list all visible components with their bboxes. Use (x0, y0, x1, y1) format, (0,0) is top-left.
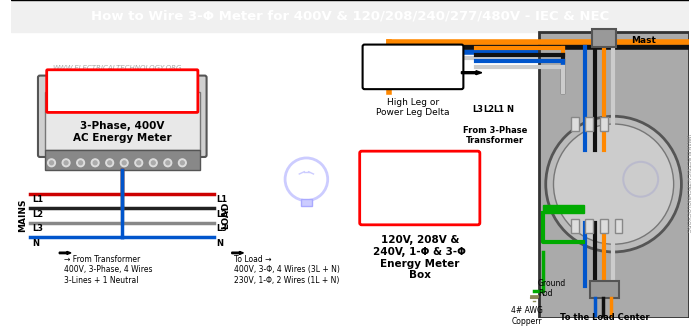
Text: Ground
Rod: Ground Rod (538, 279, 566, 298)
Text: N: N (506, 105, 513, 114)
Text: N: N (216, 239, 223, 248)
Circle shape (62, 159, 70, 167)
Text: L1: L1 (216, 195, 228, 204)
Text: WWW.ELECTRICALTECHNOLOGY.ORG: WWW.ELECTRICALTECHNOLOGY.ORG (52, 65, 182, 71)
Text: 3-Phase, 400V
AC Energy Meter: 3-Phase, 400V AC Energy Meter (73, 121, 172, 143)
Text: N: N (32, 239, 39, 248)
Bar (592, 29, 617, 47)
FancyBboxPatch shape (38, 75, 206, 157)
Circle shape (48, 159, 55, 167)
Text: From 3-Phase
Transformer: From 3-Phase Transformer (463, 126, 528, 145)
Text: WWW.ELECTRICALTECHNOLOGY.ORG: WWW.ELECTRICALTECHNOLOGY.ORG (685, 134, 690, 234)
Circle shape (135, 159, 143, 167)
Bar (542, 205, 584, 213)
Circle shape (164, 159, 172, 167)
Text: To the Load Center: To the Load Center (560, 313, 650, 322)
Bar (571, 117, 579, 131)
Text: L3: L3 (473, 105, 484, 114)
FancyBboxPatch shape (360, 151, 480, 225)
Circle shape (106, 159, 113, 167)
Text: How to Wire 3-Φ Meter for 400V & 120/208/240/277/480V - IEC & NEC: How to Wire 3-Φ Meter for 400V & 120/208… (91, 10, 609, 23)
FancyArrow shape (60, 252, 71, 255)
Text: Mast: Mast (631, 36, 656, 45)
FancyBboxPatch shape (363, 45, 463, 89)
Text: L1: L1 (32, 195, 43, 204)
Circle shape (93, 161, 97, 165)
Text: L3: L3 (216, 224, 228, 233)
Text: L2: L2 (216, 210, 228, 219)
Circle shape (91, 159, 99, 167)
Text: → From Transformer
400V, 3-Phase, 4 Wires
3-Lines + 1 Neutral: → From Transformer 400V, 3-Phase, 4 Wire… (64, 255, 153, 285)
Circle shape (149, 159, 158, 167)
Text: L1: L1 (494, 105, 505, 114)
FancyBboxPatch shape (47, 70, 198, 113)
FancyArrow shape (461, 71, 482, 74)
Circle shape (108, 161, 111, 165)
Circle shape (178, 159, 186, 167)
Bar (585, 219, 593, 233)
Bar (45, 150, 200, 170)
Text: 120V, 208V &
240V, 1-Φ & 3-Φ
Energy Meter
Box: 120V, 208V & 240V, 1-Φ & 3-Φ Energy Mete… (373, 236, 466, 280)
Bar (615, 219, 622, 233)
Circle shape (120, 159, 128, 167)
Bar (300, 199, 312, 206)
Text: MAINS: MAINS (18, 198, 27, 232)
Circle shape (166, 161, 170, 165)
Circle shape (64, 161, 68, 165)
Circle shape (554, 124, 673, 244)
Text: 4# AWG
Copperr: 4# AWG Copperr (512, 306, 543, 326)
Circle shape (546, 116, 681, 252)
Bar (600, 219, 608, 233)
Bar (539, 32, 690, 318)
Circle shape (122, 161, 126, 165)
Bar (600, 117, 608, 131)
Bar (590, 281, 620, 298)
Text: LOAD: LOAD (221, 201, 230, 229)
Circle shape (181, 161, 184, 165)
Circle shape (50, 161, 53, 165)
Bar (45, 92, 200, 150)
Text: To Load →
400V, 3-Φ, 4 Wires (3L + N)
230V, 1-Φ, 2 Wires (1L + N): To Load → 400V, 3-Φ, 4 Wires (3L + N) 23… (234, 255, 340, 285)
Circle shape (78, 161, 83, 165)
Text: L2: L2 (483, 105, 494, 114)
Circle shape (136, 161, 141, 165)
Bar (571, 219, 579, 233)
FancyArrow shape (232, 252, 244, 255)
Text: High Leg or
Power Leg Delta: High Leg or Power Leg Delta (376, 98, 449, 117)
Circle shape (77, 159, 85, 167)
Circle shape (151, 161, 155, 165)
Bar (10, 0, 690, 32)
Text: L3: L3 (32, 224, 43, 233)
Text: L2: L2 (32, 210, 43, 219)
Bar (585, 117, 593, 131)
